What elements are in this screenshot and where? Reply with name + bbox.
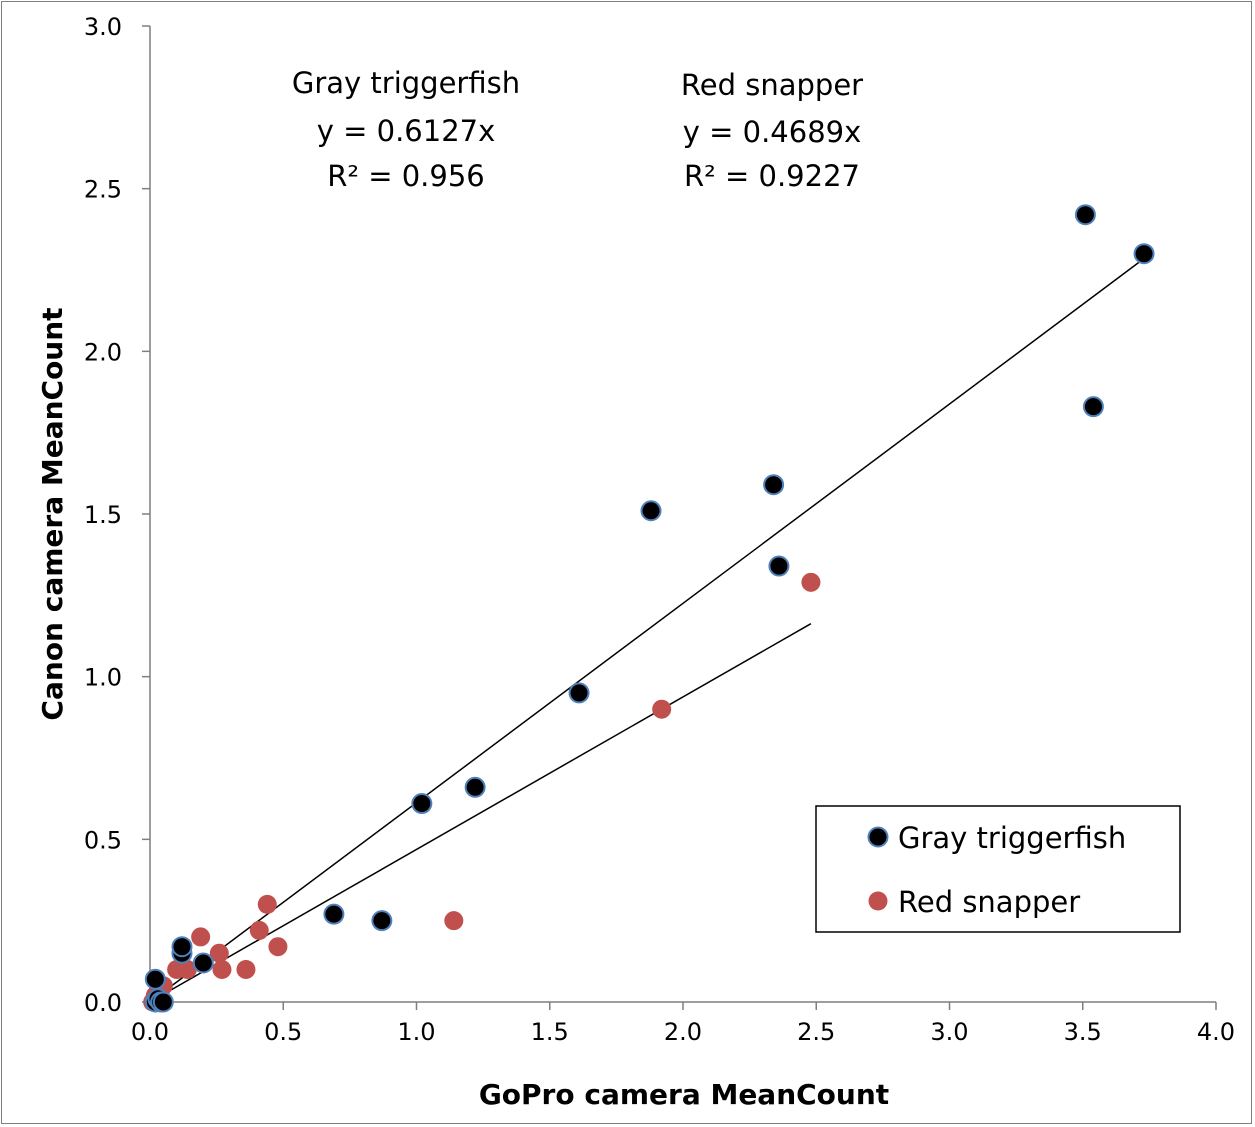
data-point-gray-triggerfish: [1074, 204, 1096, 226]
annotation-red-snapper: Red snapper y = 0.4689x R² = 0.9227: [681, 68, 863, 193]
data-point-gray-triggerfish: [464, 776, 486, 798]
data-point-gray-triggerfish: [371, 910, 393, 932]
y-tick-label: 3.0: [84, 13, 122, 41]
annotation-equation: y = 0.6127x: [317, 114, 496, 148]
legend: Gray triggerfish Red snapper: [815, 805, 1181, 933]
data-point-gray-triggerfish: [171, 936, 193, 958]
data-point-gray-triggerfish: [1133, 243, 1155, 265]
data-point-gray-triggerfish: [1082, 396, 1104, 418]
data-point-gray-triggerfish: [640, 500, 662, 522]
x-tick-label: 3.5: [1064, 1018, 1102, 1046]
annotation-series-name: Gray triggerfish: [292, 66, 520, 100]
data-point-gray-triggerfish: [152, 991, 174, 1013]
legend-label-red-snapper: Red snapper: [898, 885, 1080, 919]
data-point-red-snapper: [209, 943, 229, 963]
x-axis-title: GoPro camera MeanCount: [479, 1078, 889, 1111]
data-point-red-snapper: [801, 572, 821, 592]
trendline-gray-triggerfish: [149, 257, 1145, 1003]
annotation-r-squared: R² = 0.9227: [684, 159, 860, 193]
data-point-red-snapper: [191, 927, 211, 947]
data-point-gray-triggerfish: [411, 793, 433, 815]
data-point-gray-triggerfish: [568, 682, 590, 704]
x-tick-label: 3.0: [930, 1018, 968, 1046]
legend-marker-gray-triggerfish: [867, 826, 889, 848]
data-point-gray-triggerfish: [323, 903, 345, 925]
y-tick-label: 1.5: [84, 501, 122, 529]
data-point-red-snapper: [268, 937, 288, 957]
x-tick-label: 2.5: [797, 1018, 835, 1046]
annotation-equation: y = 0.4689x: [683, 115, 862, 149]
x-tick-label: 4.0: [1197, 1018, 1235, 1046]
data-point-red-snapper: [444, 911, 464, 931]
axes: 0.0 0.5 1.0 1.5 2.0 2.5 3.0 3.5 4.0 0.0 0.5 1.0 1.5 2…: [84, 13, 1235, 1046]
x-tick-label: 1.0: [397, 1018, 435, 1046]
annotation-series-name: Red snapper: [681, 68, 863, 102]
y-axis-title: Canon camera MeanCount: [36, 307, 69, 720]
x-tick-label: 1.5: [531, 1018, 569, 1046]
x-tick-label: 0.5: [264, 1018, 302, 1046]
y-tick-label: 2.5: [84, 176, 122, 204]
trendline-red-snapper: [149, 623, 812, 1003]
x-tick-label: 0.0: [131, 1018, 169, 1046]
x-tick-label: 2.0: [664, 1018, 702, 1046]
data-point-gray-triggerfish: [192, 952, 214, 974]
data-point-red-snapper: [257, 894, 277, 914]
annotation-gray-triggerfish: Gray triggerfish y = 0.6127x R² = 0.956: [292, 66, 520, 193]
data-point-gray-triggerfish: [768, 555, 790, 577]
y-tick-label: 0.5: [84, 826, 122, 854]
y-tick-label: 0.0: [84, 989, 122, 1017]
data-point-red-snapper: [236, 959, 256, 979]
legend-marker-red-snapper: [868, 891, 888, 911]
data-point-red-snapper: [212, 959, 232, 979]
data-point-red-snapper: [249, 920, 269, 940]
data-point-gray-triggerfish: [763, 474, 785, 496]
data-point-red-snapper: [177, 959, 197, 979]
annotation-r-squared: R² = 0.956: [327, 159, 485, 193]
legend-label-gray-triggerfish: Gray triggerfish: [898, 821, 1126, 855]
y-tick-label: 2.0: [84, 338, 122, 366]
y-tick-label: 1.0: [84, 664, 122, 692]
data-point-red-snapper: [652, 699, 672, 719]
data-point-gray-triggerfish: [144, 968, 166, 990]
data-points: [143, 204, 1155, 1013]
